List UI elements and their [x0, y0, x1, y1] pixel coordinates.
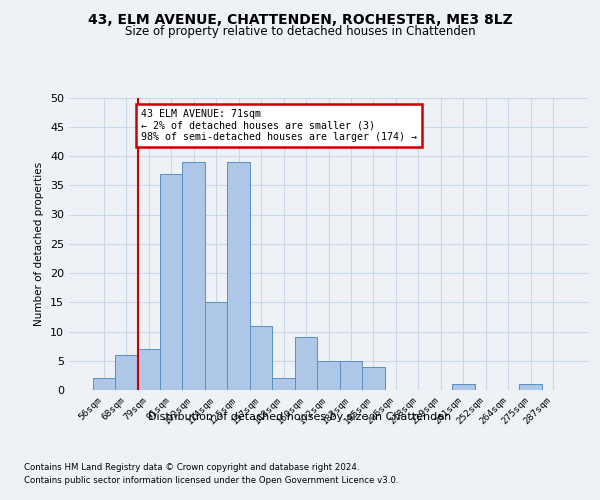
Bar: [160, 174, 182, 390]
Bar: [520, 384, 542, 390]
Bar: [115, 355, 137, 390]
Text: 43 ELM AVENUE: 71sqm
← 2% of detached houses are smaller (3)
98% of semi-detache: 43 ELM AVENUE: 71sqm ← 2% of detached ho…: [141, 109, 417, 142]
Bar: [205, 302, 227, 390]
Text: Contains public sector information licensed under the Open Government Licence v3: Contains public sector information licen…: [24, 476, 398, 485]
Bar: [137, 349, 160, 390]
Bar: [452, 384, 475, 390]
Bar: [227, 162, 250, 390]
Text: Distribution of detached houses by size in Chattenden: Distribution of detached houses by size …: [148, 412, 452, 422]
Text: Size of property relative to detached houses in Chattenden: Size of property relative to detached ho…: [125, 25, 475, 38]
Bar: [295, 338, 317, 390]
Bar: [250, 326, 272, 390]
Bar: [317, 361, 340, 390]
Bar: [340, 361, 362, 390]
Y-axis label: Number of detached properties: Number of detached properties: [34, 162, 44, 326]
Bar: [272, 378, 295, 390]
Bar: [182, 162, 205, 390]
Text: 43, ELM AVENUE, CHATTENDEN, ROCHESTER, ME3 8LZ: 43, ELM AVENUE, CHATTENDEN, ROCHESTER, M…: [88, 12, 512, 26]
Text: Contains HM Land Registry data © Crown copyright and database right 2024.: Contains HM Land Registry data © Crown c…: [24, 462, 359, 471]
Bar: [92, 378, 115, 390]
Bar: [362, 366, 385, 390]
